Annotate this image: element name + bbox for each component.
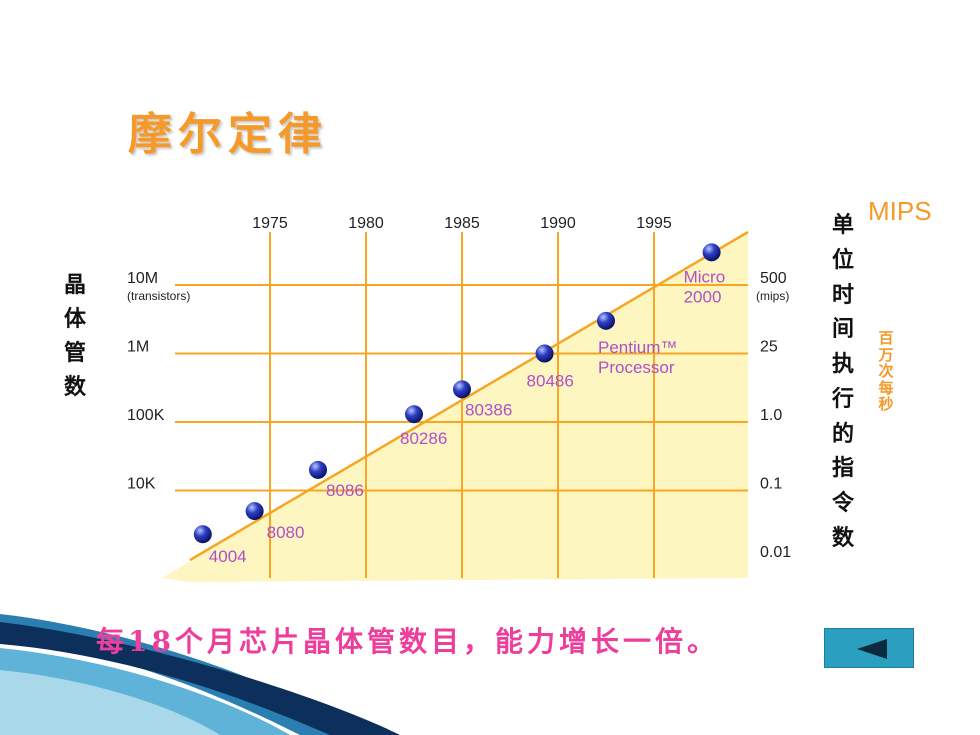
mips-subtitle-char: 百 (878, 329, 894, 347)
x-tick-label: 1985 (444, 215, 480, 232)
right-axis-label-char: 指 (831, 455, 854, 482)
right-axis-label-char: 行 (831, 385, 854, 412)
data-point-label: 8080 (267, 523, 305, 542)
data-point-label: 80286 (400, 429, 447, 448)
x-tick-label: 1990 (540, 215, 576, 232)
right-axis-label-char: 令 (831, 490, 854, 516)
trend-line-layer (189, 230, 749, 562)
data-point-label: 80386 (465, 400, 512, 419)
data-point (193, 525, 212, 544)
y-right-tick-label: 0.01 (760, 544, 791, 561)
mips-subtitle-char: 秒 (878, 395, 894, 413)
right-axis-label-char: 执 (831, 351, 854, 377)
y-left-tick-label: 1M (127, 339, 149, 356)
mips-subtitle-char: 万 (878, 345, 894, 364)
left-axis-label-char: 晶 (63, 272, 86, 298)
left-axis-label-char: 体 (63, 306, 86, 333)
data-point (702, 243, 721, 262)
tick-label-layer: 1975 1980 1985 1990 1995 10M 1M 100K 10K (transis… (127, 215, 791, 561)
y-right-unit-label: (mips) (756, 289, 789, 303)
right-axis-label-char: 的 (831, 420, 854, 447)
y-left-tick-label: 10K (127, 476, 156, 493)
footer-caption: 每18个月芯片晶体管数目，能力增长一倍。 (96, 625, 719, 658)
left-axis-label-char: 数 (63, 374, 86, 401)
mips-unit-label: MIPS (868, 196, 932, 226)
left-axis-label: 晶体管数 (60, 268, 90, 404)
data-point (597, 311, 615, 330)
decorative-swoosh (0, 614, 560, 735)
mips-subtitle-char: 每 (878, 378, 894, 397)
right-axis-label-char: 数 (831, 524, 854, 551)
y-left-unit-label: (transistors) (127, 289, 190, 303)
data-point (535, 344, 554, 363)
data-point-label: 4004 (209, 547, 247, 566)
y-right-tick-label: 500 (760, 270, 787, 287)
data-point-label: 8086 (326, 481, 364, 500)
right-axis-label-char: 单 (831, 212, 854, 238)
y-left-tick-label: 100K (127, 407, 165, 424)
right-axis-label-char: 位 (831, 246, 854, 273)
x-tick-label: 1980 (348, 215, 384, 232)
mips-subtitle-char: 次 (878, 362, 894, 380)
slide-title: 摩尔定律 (128, 109, 328, 160)
data-point (309, 460, 327, 479)
back-button[interactable] (824, 628, 914, 668)
data-point (405, 405, 423, 424)
data-point-label: 80486 (527, 372, 574, 391)
trend-line (189, 230, 749, 562)
data-point-label: Micro (684, 267, 726, 286)
right-axis-label: 单位时间执行的指令数 (828, 208, 858, 556)
data-point-label: 2000 (684, 287, 722, 306)
data-point-label: Processor (598, 358, 675, 377)
right-axis-label-char: 间 (831, 316, 854, 343)
y-right-tick-label: 25 (760, 339, 778, 356)
y-right-tick-label: 0.1 (760, 476, 782, 493)
y-right-tick-label: 1.0 (760, 407, 782, 424)
data-point (245, 502, 264, 521)
data-point (453, 380, 471, 399)
x-tick-label: 1995 (636, 215, 672, 232)
right-axis-label-char: 时 (831, 281, 854, 308)
y-left-tick-label: 10M (127, 270, 158, 287)
x-tick-label: 1975 (252, 215, 288, 232)
data-point-layer: 4004 8080 8086 80286 80386 80486 Pentium™Proce… (193, 243, 726, 566)
left-axis-label-char: 管 (63, 340, 86, 367)
grid-layer (175, 232, 748, 578)
back-triangle-icon (857, 639, 887, 659)
mips-unit-subtitle: 百万次每秒 (874, 330, 898, 413)
data-point-label: Pentium™ (598, 338, 677, 357)
